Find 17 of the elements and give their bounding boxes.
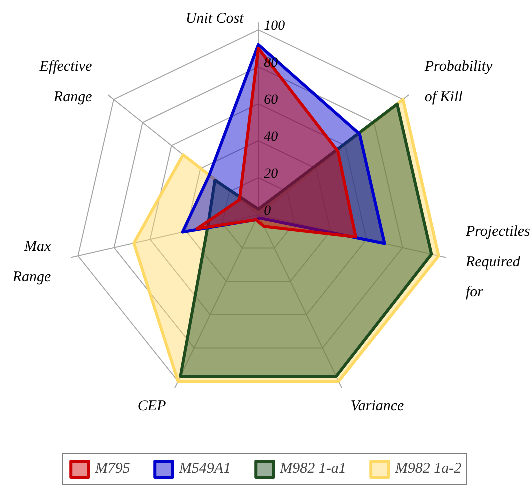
y-tick-label: 40 [264, 130, 278, 146]
spoke-label: Projectiles Required for [464, 224, 530, 301]
legend-label: M549A1 [179, 460, 232, 478]
spoke-label: CEP [138, 398, 166, 415]
legend-label: M982 1-a1 [280, 460, 346, 478]
legend-label: M982 1a-2 [395, 460, 462, 478]
y-tick-label: 0 [264, 204, 272, 219]
y-tick-label: 100 [264, 19, 286, 34]
spoke-label: Max Range [12, 239, 52, 286]
y-tick-label: 20 [264, 166, 278, 182]
y-tick-label: 60 [264, 93, 278, 108]
y-tick-label: 80 [264, 56, 278, 72]
spoke-label: Probability of Kill [424, 59, 494, 106]
spoke-label: Unit Cost [186, 10, 245, 27]
spoke-label: Effective Range [38, 59, 93, 106]
spoke-label: Variance [350, 398, 405, 415]
legend-label: M795 [95, 460, 130, 478]
